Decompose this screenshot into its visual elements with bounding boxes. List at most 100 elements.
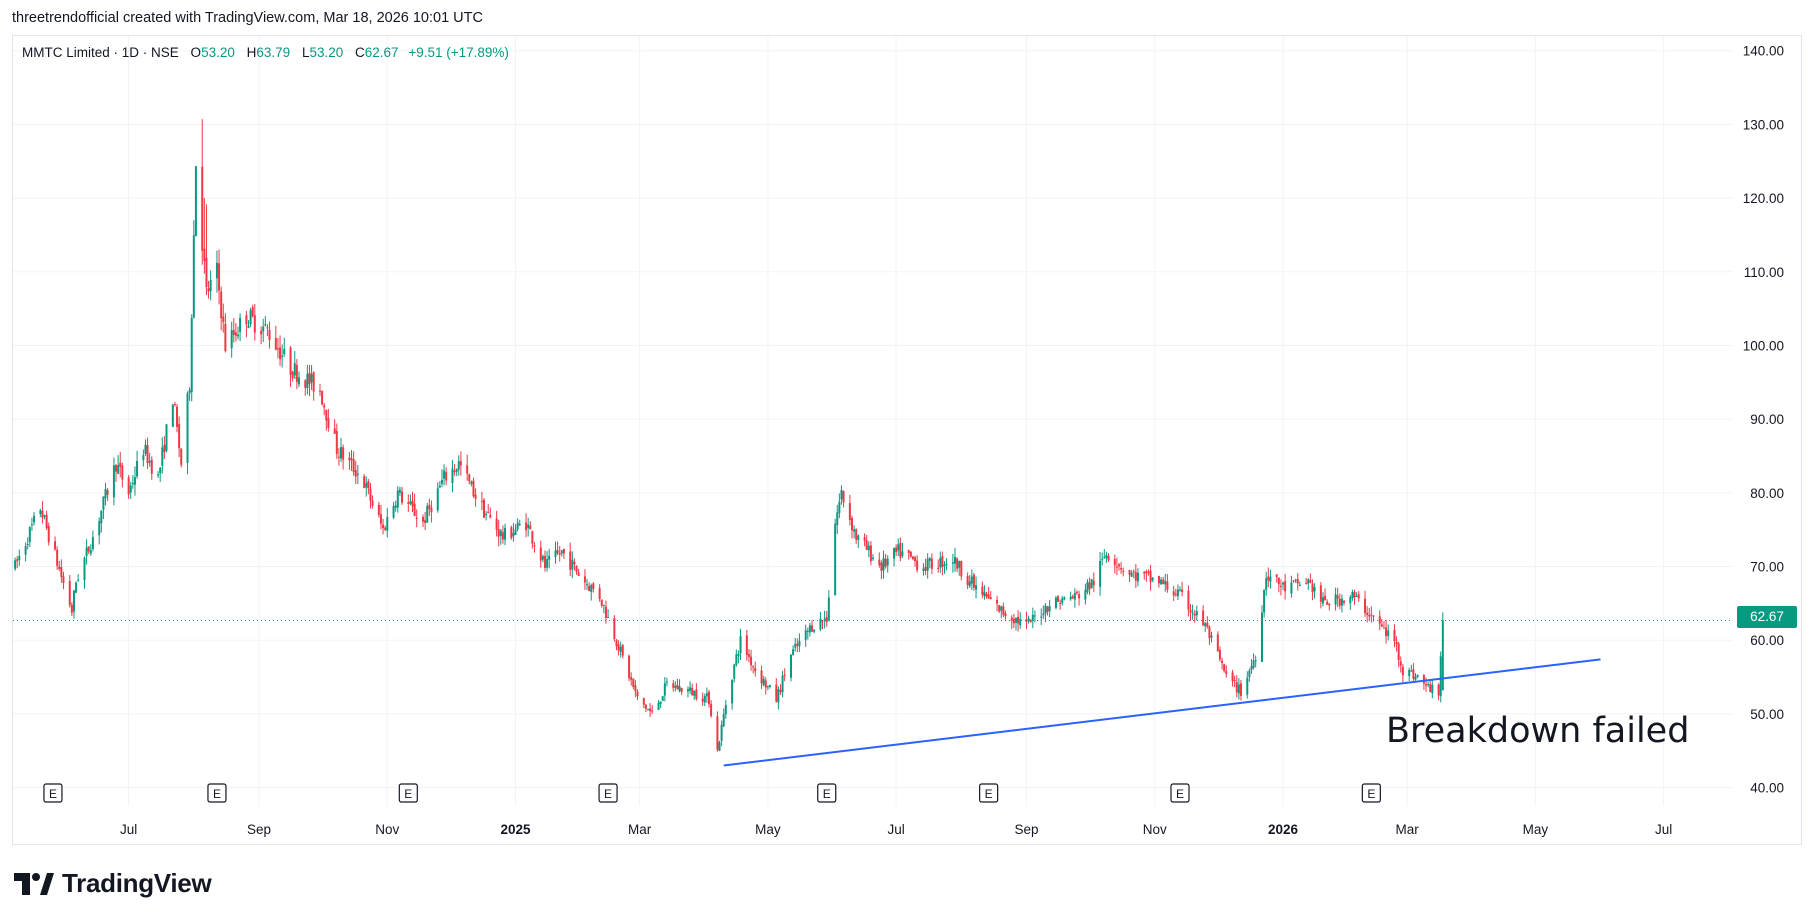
candle-body — [333, 428, 336, 434]
candle-body — [354, 470, 357, 477]
candle-body — [1118, 564, 1121, 567]
candle-body — [1115, 566, 1118, 568]
candle-body — [470, 481, 473, 484]
symbol-legend: MMTC Limited · 1D · NSE O53.20 H63.79 L5… — [22, 45, 509, 60]
high-value: 63.79 — [256, 45, 291, 60]
candle-body — [205, 257, 208, 288]
candle-body — [674, 685, 677, 688]
candle-body — [880, 562, 883, 571]
candle-body — [1313, 587, 1316, 592]
candle-body — [262, 326, 265, 332]
candle-body — [1029, 619, 1032, 623]
candle-body — [1311, 583, 1314, 593]
candle-body — [1351, 591, 1354, 599]
x-tick-label: Mar — [1395, 822, 1419, 837]
candle-body — [1282, 582, 1285, 585]
candle-body — [304, 380, 307, 388]
candle-body — [1397, 643, 1400, 661]
candle-body — [443, 470, 446, 479]
candle-body — [379, 514, 382, 524]
candle-body — [1105, 554, 1108, 559]
candle-body — [863, 537, 866, 541]
candle-body — [281, 355, 284, 358]
candle-body — [98, 521, 101, 536]
candle-body — [926, 559, 929, 571]
y-tick-label: 120.00 — [1743, 191, 1784, 206]
earnings-marker-label: E — [604, 787, 612, 801]
x-tick-label: Nov — [375, 822, 399, 837]
candle-body — [789, 654, 792, 678]
candle-body — [775, 684, 778, 702]
candle-body — [1298, 584, 1301, 586]
candle-body — [474, 494, 477, 499]
candle-body — [928, 558, 931, 561]
candle-body — [91, 537, 94, 550]
candle-body — [1191, 612, 1194, 614]
candle-body — [907, 550, 910, 554]
candle-body — [1012, 618, 1015, 624]
y-tick-label: 70.00 — [1750, 560, 1784, 575]
candle-body — [865, 540, 868, 550]
candle-body — [661, 696, 664, 701]
candle-body — [455, 469, 458, 473]
candle-body — [398, 489, 401, 493]
candle-body — [1073, 592, 1076, 600]
candle-body — [321, 391, 324, 405]
candle-body — [720, 724, 723, 741]
candle-body — [1290, 582, 1293, 594]
candle-body — [985, 593, 988, 597]
candle-body — [260, 330, 263, 335]
earnings-marker-label: E — [49, 787, 57, 801]
candle-body — [1307, 579, 1310, 584]
candle-body — [895, 547, 898, 552]
y-tick-label: 50.00 — [1750, 707, 1784, 722]
candle-body — [1210, 635, 1213, 638]
candle-body — [825, 617, 828, 623]
candle-body — [1004, 613, 1007, 617]
candle-body — [527, 524, 530, 529]
candle-body — [529, 525, 532, 530]
symbol-title[interactable]: MMTC Limited · 1D · NSE — [22, 45, 179, 60]
annotation-text[interactable]: Breakdown failed — [1386, 711, 1690, 751]
candle-body — [1292, 580, 1295, 582]
earnings-marker — [207, 783, 227, 803]
candle-body — [384, 527, 387, 530]
candle-body — [1233, 679, 1236, 681]
candle-body — [1319, 585, 1322, 602]
y-tick-label: 60.00 — [1750, 633, 1784, 648]
tradingview-logo[interactable]: TradingView — [14, 868, 212, 899]
candle-body — [87, 546, 90, 552]
candle-body — [293, 363, 296, 376]
y-tick-label: 110.00 — [1744, 265, 1784, 280]
candle-body — [396, 490, 399, 508]
candle-body — [400, 491, 403, 503]
candle-body — [966, 576, 969, 586]
candle-body — [937, 567, 940, 569]
candle-body — [283, 349, 286, 355]
candle-body — [207, 288, 210, 292]
candle-body — [1189, 609, 1192, 613]
x-tick-label: Sep — [247, 822, 271, 837]
candle-body — [1202, 610, 1205, 626]
candle-body — [43, 515, 46, 517]
candle-body — [1223, 664, 1226, 672]
candle-body — [630, 677, 633, 680]
candle-body — [190, 318, 193, 393]
y-tick-label: 140.00 — [1743, 44, 1784, 59]
candle-body — [1239, 683, 1242, 696]
candle-body — [453, 470, 456, 472]
candle-body — [310, 374, 313, 383]
candle-body — [178, 424, 181, 449]
candle-body — [157, 474, 160, 476]
candle-body — [33, 515, 36, 523]
candle-body — [428, 504, 431, 509]
candle-body — [1326, 601, 1329, 605]
candle-body — [960, 560, 963, 577]
candle-body — [531, 531, 534, 544]
candle-body — [783, 674, 786, 676]
candle-body — [981, 586, 984, 595]
candle-body — [821, 620, 824, 622]
candle-body — [987, 594, 990, 599]
trendline — [723, 658, 1601, 767]
